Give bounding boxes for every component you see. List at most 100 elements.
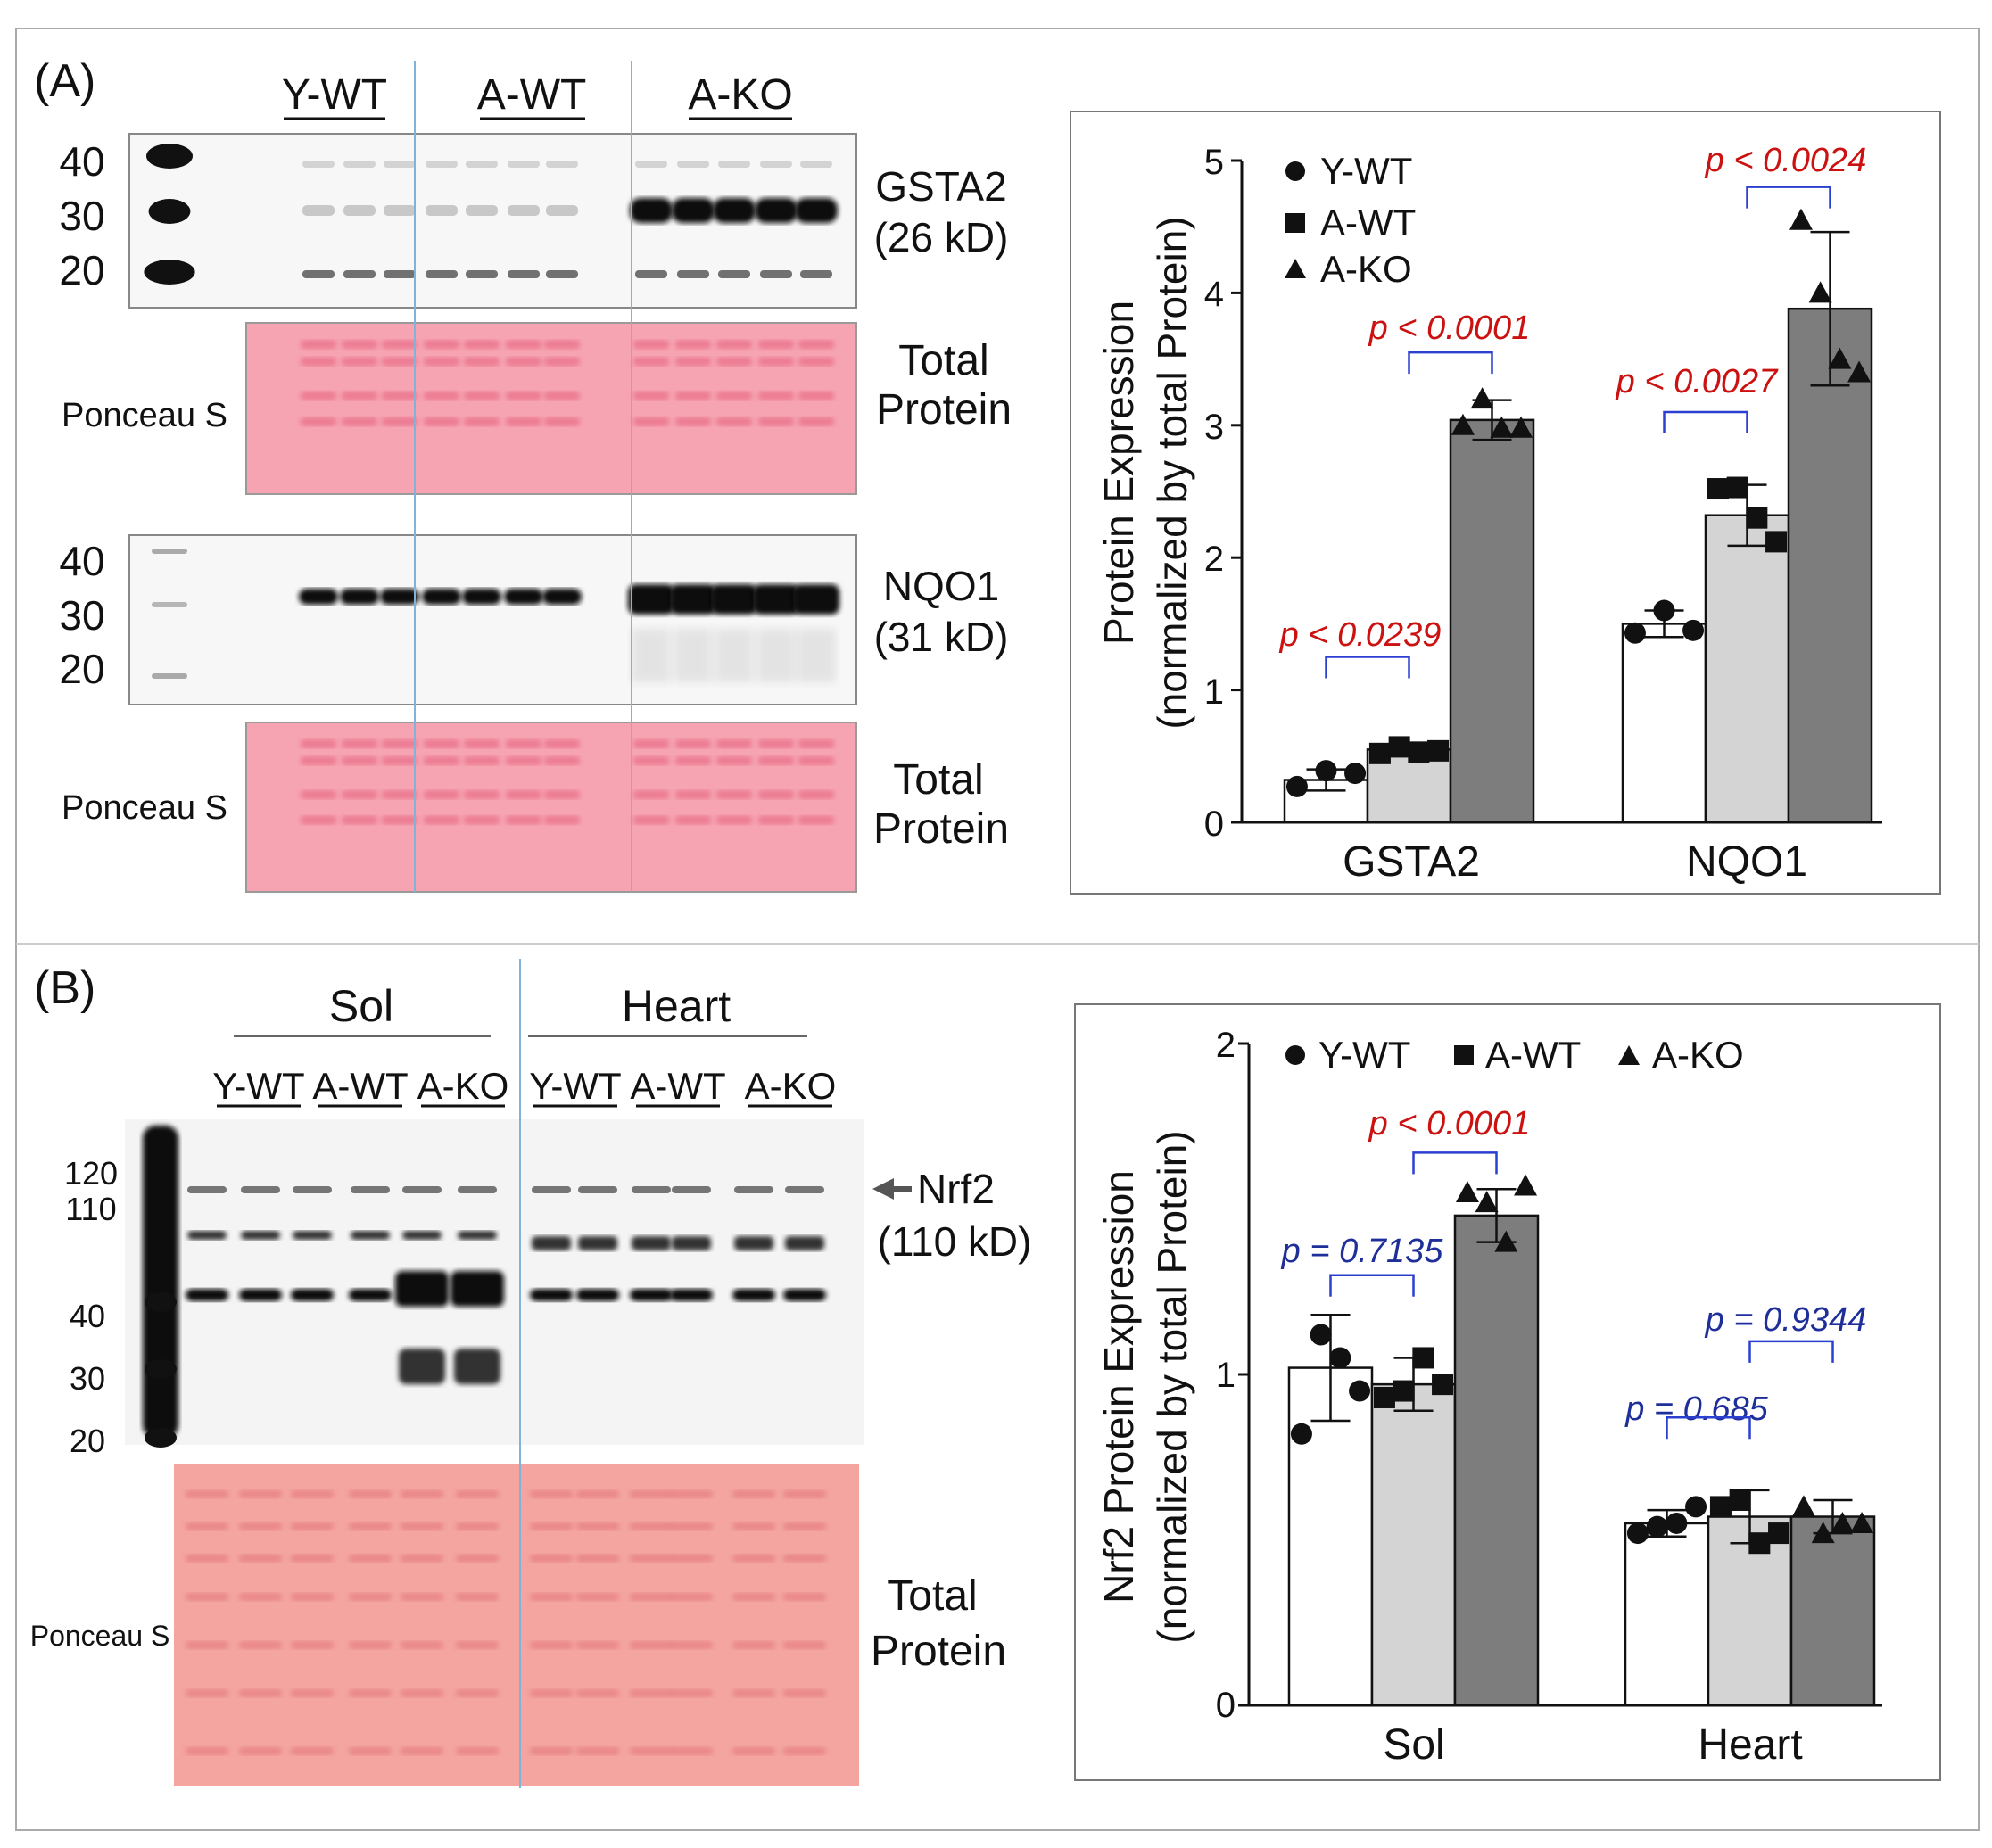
gsta2-faint-band-2 bbox=[384, 161, 416, 168]
gsta2-lower-band-10 bbox=[760, 270, 792, 278]
point-Sol-Y-WT-2 bbox=[1329, 1347, 1351, 1369]
ponceau-b-stain-5-0 bbox=[456, 1489, 499, 1498]
ponceau-b-stain-5-5 bbox=[456, 1689, 499, 1697]
ponceau-a2-stain-1-0 bbox=[342, 739, 377, 748]
ponceau-a2-stain-0-3 bbox=[301, 815, 336, 825]
gsta2-blot: 40 30 20 GSTA2 (26 kD) bbox=[59, 133, 1009, 309]
nqo1-band-3 bbox=[422, 589, 461, 605]
nqo1-band-11 bbox=[793, 584, 839, 615]
gsta2-lower-band-11 bbox=[800, 270, 832, 278]
point-Sol-A-KO-2 bbox=[1494, 1230, 1518, 1252]
nrf2-mid-band-1 bbox=[241, 1231, 280, 1240]
gsta2-protein-size: (26 kD) bbox=[874, 214, 1009, 260]
nrf2-marker-120: 120 bbox=[64, 1155, 118, 1192]
gsta2-faint-band-7 bbox=[635, 161, 667, 168]
nrf2-ko-band-4 bbox=[399, 1349, 445, 1384]
ponceau-a1-stain-6-2 bbox=[544, 391, 580, 400]
nrf2-ladder bbox=[143, 1126, 178, 1448]
gsta2-lower-band-0 bbox=[302, 270, 335, 278]
ponceau-a1-bands bbox=[301, 340, 834, 426]
chart-b-ytick-0: 0 bbox=[1216, 1686, 1236, 1725]
chart-b-pvalue-0: p = 0.7135 bbox=[1281, 1233, 1444, 1270]
ponceau-b-stain-8-4 bbox=[630, 1641, 673, 1649]
point-NQO1-A-WT-0 bbox=[1707, 478, 1729, 500]
ponceau-b-stain-2-6 bbox=[291, 1746, 334, 1755]
point-GSTA2-A-WT-0 bbox=[1368, 742, 1391, 764]
nqo1-marker-30: 30 bbox=[59, 592, 104, 639]
ponceau-b-stain-5-2 bbox=[456, 1554, 499, 1563]
comparison-bracket-3 bbox=[1746, 186, 1831, 209]
nrf2-mid-band-9 bbox=[672, 1236, 711, 1250]
ponceau-b-stain-3-0 bbox=[349, 1489, 392, 1498]
nrf2-mid-band-4 bbox=[402, 1231, 442, 1240]
ponceau-a2-stain-4-3 bbox=[464, 815, 500, 825]
ponceau-b-stain-3-2 bbox=[349, 1554, 392, 1563]
ponceau-a2-stain-5-1 bbox=[506, 756, 541, 765]
bar-Sol-A-KO bbox=[1453, 1214, 1540, 1707]
chart-a-xtick-gsta2: GSTA2 bbox=[1343, 838, 1480, 886]
ponceau-a2-stain-7-0 bbox=[633, 739, 669, 748]
ponceau-a2-stain-11-0 bbox=[798, 739, 834, 748]
tissue-header-sol: Sol bbox=[329, 981, 393, 1031]
point-GSTA2-A-KO-0 bbox=[1451, 413, 1475, 435]
nrf2-band-3 bbox=[351, 1186, 390, 1193]
nrf2-lower-band-1 bbox=[239, 1289, 282, 1301]
group-header-awt: A-WT bbox=[477, 71, 587, 119]
ponceau-b-stain-2-1 bbox=[291, 1522, 334, 1530]
chart-b-legend: Y-WT A-WT A-KO bbox=[1285, 1034, 1744, 1076]
ponceau-a1-stain-7-2 bbox=[633, 391, 669, 400]
nrf2-band-11 bbox=[785, 1186, 824, 1193]
ponceau-b-stain-10-0 bbox=[732, 1489, 775, 1498]
chart-a-ytick-0: 0 bbox=[1204, 804, 1224, 844]
ponceau-a2-stain-6-0 bbox=[544, 739, 580, 748]
lane-group-sol-ywt: Y-WT bbox=[212, 1065, 304, 1107]
gsta2-faint-band-9 bbox=[718, 161, 750, 168]
ponceau-b-stain-7-4 bbox=[576, 1641, 619, 1649]
point-NQO1-A-WT-2 bbox=[1746, 507, 1768, 529]
gsta2-faint-band-8 bbox=[677, 161, 709, 168]
panel-b-label: (B) bbox=[34, 962, 95, 1014]
chart-b-ytick-1: 1 bbox=[1216, 1356, 1236, 1395]
nrf2-marker-110: 110 bbox=[65, 1191, 116, 1227]
ponceau-b-total: Total bbox=[887, 1572, 977, 1620]
ponceau-a1-protein: Protein bbox=[876, 386, 1012, 433]
ponceau-a2-stain-11-2 bbox=[798, 790, 834, 799]
ponceau-b-stain-3-4 bbox=[349, 1641, 392, 1649]
nrf2-ladder-mark-0 bbox=[145, 1292, 177, 1312]
ponceau-b-stain-4-0 bbox=[401, 1489, 443, 1498]
point-Sol-Y-WT-1 bbox=[1310, 1324, 1332, 1346]
bar-Sol-A-WT bbox=[1370, 1382, 1457, 1707]
nrf2-blot: 120 110 40 30 20 Nrf2 (110 kD) bbox=[64, 1119, 1031, 1459]
gsta2-main-band-0 bbox=[302, 205, 335, 216]
ponceau-b: Ponceau S Total Protein bbox=[30, 1464, 1006, 1786]
panel-b-headers: Sol Heart Y-WT A-WT A-KO Y-WT A-WT A-KO bbox=[212, 981, 836, 1108]
ponceau-b-stain-10-1 bbox=[732, 1522, 775, 1530]
ponceau-b-stain-0-3 bbox=[186, 1593, 228, 1601]
point-NQO1-Y-WT-1 bbox=[1653, 599, 1675, 622]
nqo1-ladder bbox=[152, 549, 187, 679]
gsta2-main-band-5 bbox=[508, 205, 540, 216]
ponceau-a1-stain-5-0 bbox=[506, 340, 541, 350]
lane-group-heart-awt: A-WT bbox=[630, 1065, 725, 1107]
nrf2-mid-band-11 bbox=[785, 1236, 824, 1250]
nrf2-lower-band-5 bbox=[450, 1271, 504, 1307]
ponceau-a2-total: Total bbox=[893, 756, 983, 804]
gsta2-lower-band-2 bbox=[384, 270, 416, 278]
ponceau-b-stain-4-5 bbox=[401, 1689, 443, 1697]
ponceau-a1-stain-5-2 bbox=[506, 391, 541, 400]
ponceau-b-stain-1-3 bbox=[239, 1593, 282, 1601]
nrf2-mid-band-0 bbox=[187, 1231, 227, 1240]
ponceau-a1-stain-1-2 bbox=[342, 391, 377, 400]
nrf2-marker-30: 30 bbox=[70, 1360, 105, 1397]
ponceau-b-stain-3-1 bbox=[349, 1522, 392, 1530]
ponceau-a1-stain-8-1 bbox=[675, 357, 711, 367]
point-Heart-A-WT-0 bbox=[1709, 1496, 1732, 1518]
ponceau-a1-stain-0-1 bbox=[301, 357, 336, 367]
ponceau-a2-stain-7-2 bbox=[633, 790, 669, 799]
legend-a-ako-marker bbox=[1285, 259, 1306, 278]
ponceau-b-stain-2-4 bbox=[291, 1641, 334, 1649]
ponceau-b-stain-0-5 bbox=[186, 1689, 228, 1697]
nrf2-band-2 bbox=[293, 1186, 332, 1193]
legend-b-awt-label: A-WT bbox=[1485, 1034, 1581, 1076]
nqo1-band-1 bbox=[340, 589, 379, 605]
